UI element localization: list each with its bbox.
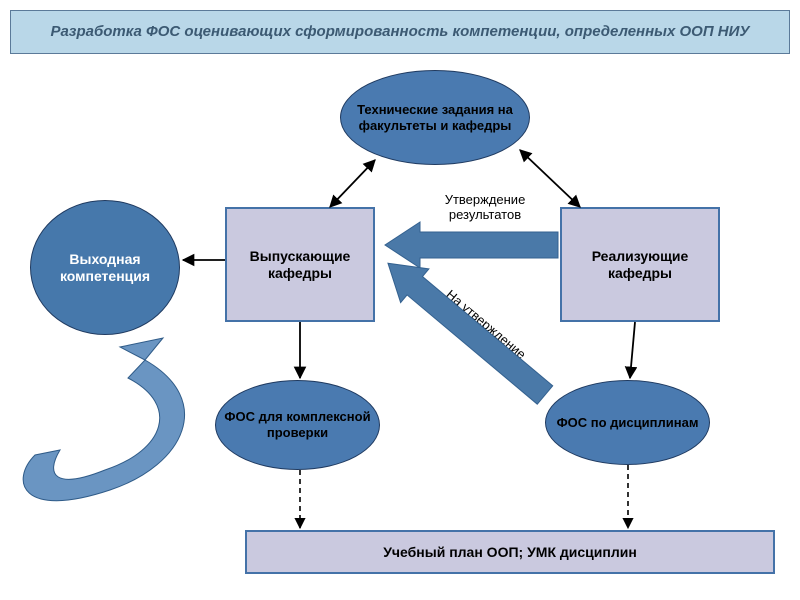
page-title: Разработка ФОС оценивающих сформированно… [10, 10, 790, 54]
edge-label-approval-results: Утверждение результатов [420, 192, 550, 222]
node-label: ФОС для комплексной проверки [216, 409, 379, 440]
node-tech-tasks: Технические задания на факультеты и кафе… [340, 70, 530, 165]
node-fos-complex: ФОС для комплексной проверки [215, 380, 380, 470]
node-fos-disciplines: ФОС по дисциплинам [545, 380, 710, 465]
node-label: ФОС по дисциплинам [557, 415, 699, 431]
node-output-competence: Выходная компетенция [30, 200, 180, 335]
node-label: Технические задания на факультеты и кафе… [341, 102, 529, 133]
node-label: Учебный план ООП; УМК дисциплин [383, 544, 637, 561]
node-implementing-depts: Реализующие кафедры [560, 207, 720, 322]
node-label: Реализующие кафедры [562, 248, 718, 282]
curve-arrow [23, 338, 184, 501]
edge-label-for-approval: На утверждение [435, 280, 537, 369]
node-label: Выходная компетенция [31, 251, 179, 285]
block-arrow-approval [385, 222, 558, 268]
block-arrow-for-approval [374, 246, 559, 411]
node-label: Выпускающие кафедры [227, 248, 373, 282]
node-curriculum: Учебный план ООП; УМК дисциплин [245, 530, 775, 574]
node-graduating-depts: Выпускающие кафедры [225, 207, 375, 322]
